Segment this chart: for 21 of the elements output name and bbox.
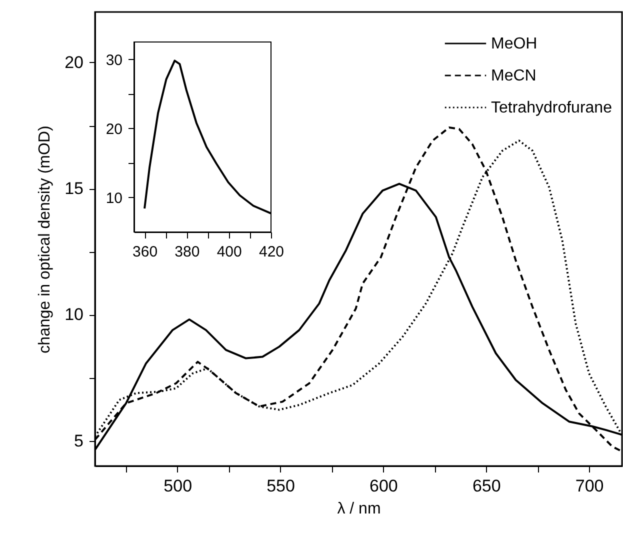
y-axis-title: change in optical density (mOD) (36, 126, 54, 354)
x-axis-title: λ / nm (337, 500, 381, 518)
x-tick-label: 550 (266, 476, 295, 496)
y-tick-label: 20 (106, 120, 122, 138)
x-tick-label: 500 (164, 476, 192, 496)
x-tick-label: 400 (216, 244, 242, 260)
legend-label: Tetrahydrofurane (491, 100, 612, 116)
y-tick-label: 10 (64, 305, 84, 324)
x-tick-label: 360 (132, 244, 158, 260)
y-tick-label: 5 (74, 431, 84, 450)
legend-label: MeOH (491, 36, 538, 52)
y-tick-label: 10 (106, 190, 122, 207)
y-tick-label: 20 (64, 52, 84, 72)
y-tick-label: 15 (64, 179, 84, 198)
y-tick-label: 30 (106, 52, 122, 69)
x-tick-label: 600 (370, 476, 398, 496)
x-tick-label: 650 (472, 476, 501, 496)
x-tick-label: 380 (174, 244, 200, 260)
x-tick-label: 700 (575, 476, 604, 496)
legend-label: MeCN (491, 68, 536, 84)
x-tick-label: 420 (258, 244, 284, 260)
